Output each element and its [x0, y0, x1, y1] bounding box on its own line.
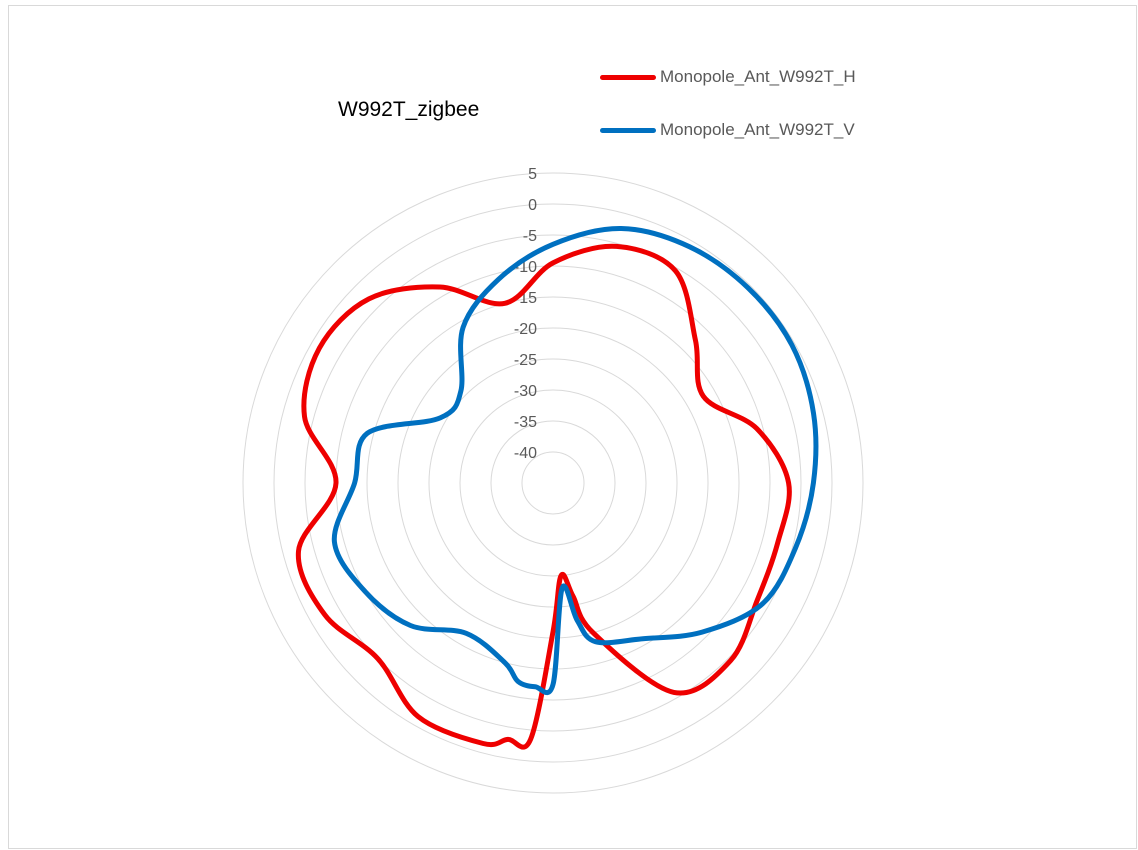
grid-ring-2 [304, 234, 802, 732]
r-tick-label: -30 [514, 383, 537, 400]
r-tick-label: 0 [528, 197, 537, 214]
r-tick-label: -5 [523, 228, 537, 245]
r-tick-label: -25 [514, 352, 537, 369]
series-line-1 [331, 225, 819, 696]
grid-ring-7 [459, 389, 647, 577]
series-line-0 [295, 243, 792, 750]
r-tick-label: -20 [514, 321, 537, 338]
legend-item-v: Monopole_Ant_W992T_V [600, 119, 855, 141]
legend-swatch-h [600, 74, 656, 80]
legend-swatch-v [600, 127, 656, 133]
legend-label-v: Monopole_Ant_W992T_V [660, 120, 855, 139]
grid-ring-1 [273, 203, 833, 763]
grid-ring-5 [397, 327, 709, 639]
r-tick-label: 5 [528, 166, 537, 183]
r-tick-label: -40 [514, 445, 537, 462]
r-tick-label: -35 [514, 414, 537, 431]
grid-ring-0 [242, 172, 864, 794]
grid-ring-6 [428, 358, 678, 608]
grid-ring-4 [366, 296, 740, 670]
legend-item-h: Monopole_Ant_W992T_H [600, 66, 856, 88]
grid-ring-8 [490, 420, 616, 546]
grid-ring-9 [521, 451, 585, 515]
chart-frame [8, 5, 1137, 849]
legend-label-h: Monopole_Ant_W992T_H [660, 67, 856, 86]
chart-title: W992T_zigbee [338, 98, 480, 121]
